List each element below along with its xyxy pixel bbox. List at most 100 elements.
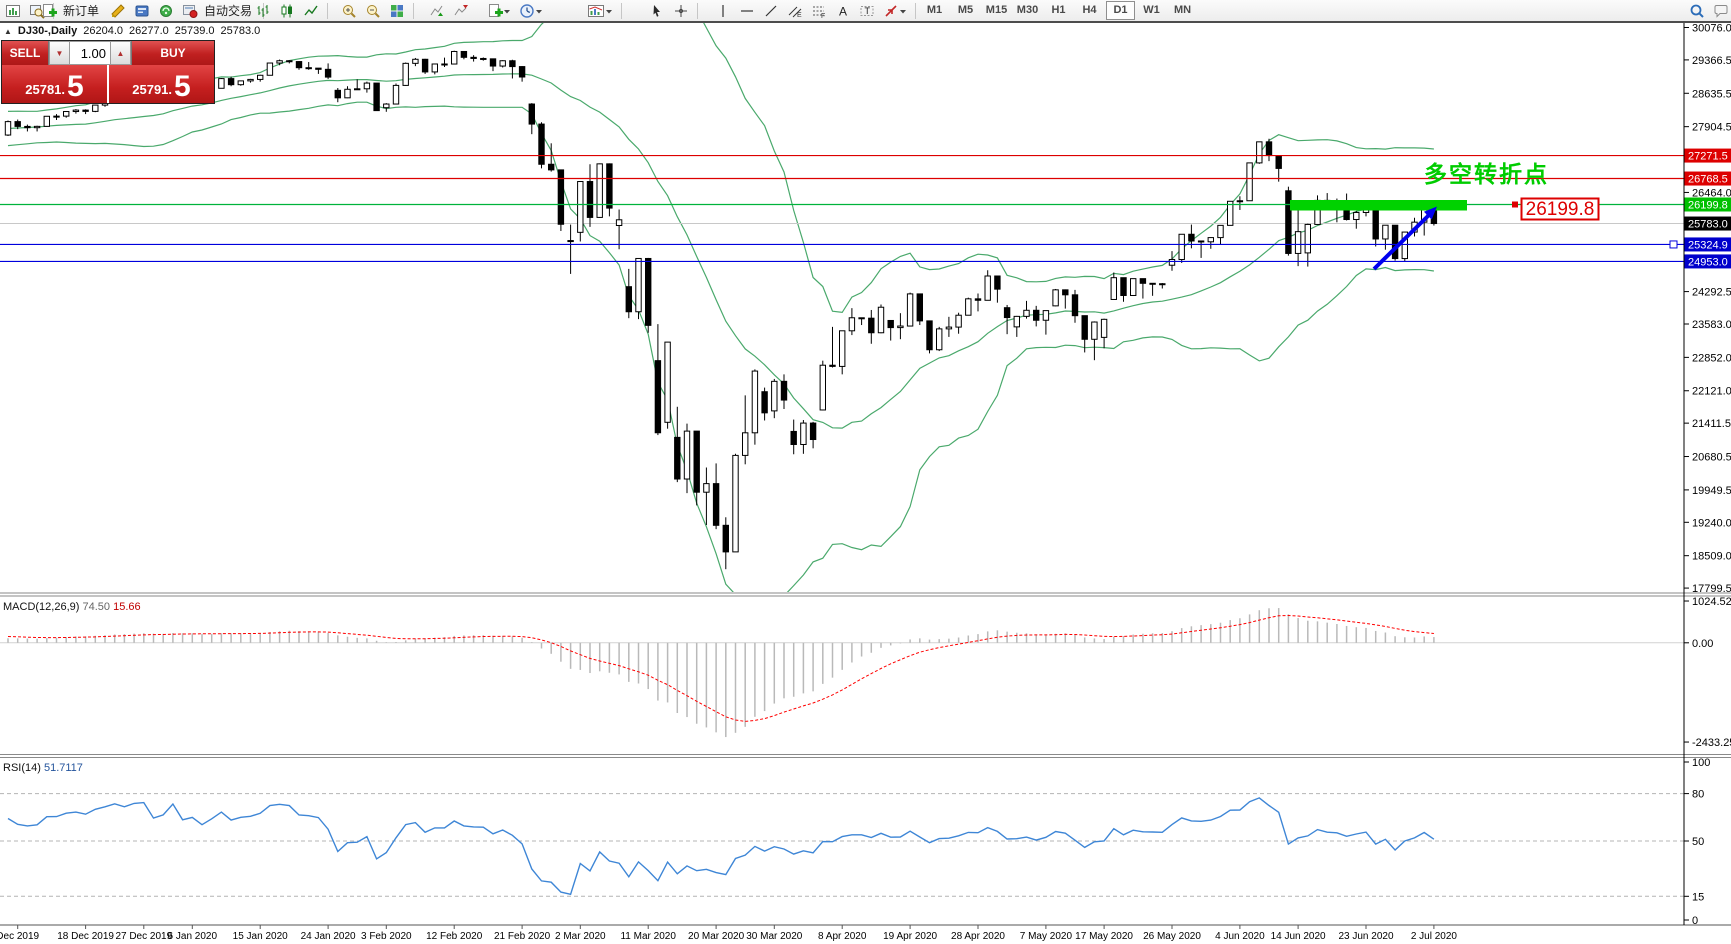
profiles-button[interactable] [26, 1, 48, 20]
window-divider [0, 21, 1731, 23]
search-button[interactable] [1686, 1, 1708, 20]
toolbar-group-new [484, 0, 546, 21]
svg-text:17799.5: 17799.5 [1692, 583, 1731, 595]
arrows-dropdown[interactable] [880, 1, 910, 20]
auto-scroll-button[interactable] [426, 1, 448, 20]
candlestick-chart-button[interactable] [276, 1, 298, 20]
svg-text:27904.5: 27904.5 [1692, 122, 1731, 134]
sell-price-button[interactable]: 25781. 5 [2, 65, 107, 103]
new-chart-dropdown[interactable] [484, 1, 514, 20]
vertical-line-button[interactable] [712, 1, 734, 20]
metaeditor-button[interactable] [107, 1, 129, 20]
svg-text:Dec 2019: Dec 2019 [0, 931, 40, 942]
new-chart-icon [489, 3, 503, 17]
line-chart-button[interactable] [300, 1, 322, 20]
new-order-label[interactable]: 新订单 [63, 4, 100, 18]
cursor-icon [653, 4, 660, 17]
search-icon [1690, 4, 1704, 18]
svg-text:19240.0: 19240.0 [1692, 517, 1731, 529]
metaeditor-icon [111, 3, 125, 18]
chart-shift-button[interactable] [450, 1, 472, 20]
chevron-down-icon [900, 9, 906, 13]
bar-chart-button[interactable] [252, 1, 274, 20]
chat-button[interactable] [1710, 1, 1731, 20]
timeframe-w1-button[interactable]: W1 [1143, 4, 1160, 16]
strategy-tester-icon [160, 4, 173, 17]
period-dropdown[interactable] [516, 1, 546, 20]
equidistant-channel-button[interactable]: E [784, 1, 806, 20]
auto-scroll-icon [430, 5, 443, 16]
text-label-button[interactable]: T [856, 1, 878, 20]
tile-windows-button[interactable] [386, 1, 408, 20]
charts-window-button[interactable] [2, 1, 24, 20]
collapse-icon[interactable]: ▲ [4, 26, 12, 36]
svg-text:29366.5: 29366.5 [1692, 55, 1731, 67]
timeframe-m30-button[interactable]: M30 [1016, 4, 1039, 16]
profiles-icon [30, 4, 45, 19]
timeframe-h4-button[interactable]: H4 [1082, 4, 1097, 16]
zoom-out-button[interactable] [362, 1, 384, 20]
rsi-line [7, 797, 1435, 896]
indicators-icon [588, 4, 604, 17]
svg-text:11 Mar 2020: 11 Mar 2020 [620, 931, 676, 942]
svg-text:0.00: 0.00 [1692, 638, 1713, 650]
svg-text:19949.5: 19949.5 [1692, 485, 1731, 497]
svg-text:14 Jun 2020: 14 Jun 2020 [1271, 931, 1326, 942]
fibonacci-button[interactable]: F [808, 1, 830, 20]
autotrading-button[interactable] [179, 1, 201, 20]
indicators-dropdown[interactable] [584, 1, 616, 20]
crosshair-icon [675, 4, 687, 17]
macd-signal-line [7, 614, 1434, 722]
bollinger-bands [7, 23, 1434, 592]
autotrading-label[interactable]: 自动交易 [204, 4, 253, 18]
macd-main-value: 74.50 [82, 601, 111, 613]
price-callout-box [1520, 197, 1600, 221]
line-chart-icon [304, 5, 318, 15]
tile-windows-icon [391, 4, 403, 17]
svg-text:26199.8: 26199.8 [1688, 200, 1728, 212]
terminal-button[interactable] [131, 1, 153, 20]
volume-decrement-button[interactable]: ▼ [49, 41, 70, 65]
zoom-in-button[interactable] [338, 1, 360, 20]
timeframe-m15-button[interactable]: M15 [985, 4, 1008, 16]
terminal-icon [135, 5, 149, 16]
svg-text:7 May 2020: 7 May 2020 [1020, 931, 1073, 942]
volume-increment-button[interactable]: ▲ [110, 41, 131, 65]
ohlc-low: 25739.0 [174, 25, 215, 37]
svg-text:23583.0: 23583.0 [1692, 319, 1731, 331]
trend-arrow-head [1423, 206, 1437, 220]
annotations[interactable]: 多空转折点 26199.8 [1290, 161, 1600, 271]
sell-button[interactable]: SELL [2, 41, 49, 65]
timeframe-m1-button[interactable]: M1 [926, 4, 943, 16]
support-bar-annotation [1290, 200, 1467, 211]
svg-text:22852.0: 22852.0 [1692, 352, 1731, 364]
timeframe-mn-button[interactable]: MN [1173, 4, 1192, 16]
timeframe-m5-button[interactable]: M5 [957, 4, 974, 16]
bar-chart-icon [257, 4, 269, 17]
timeframe-h1-button[interactable]: H1 [1051, 4, 1066, 16]
crosshair-button[interactable] [670, 1, 692, 20]
horizontal-line-button[interactable] [736, 1, 758, 20]
toolbar-group-right [1686, 0, 1731, 21]
timeframe-d1-button[interactable]: D1 [1106, 1, 1135, 20]
buy-price-button[interactable]: 25791. 5 [109, 65, 214, 103]
cursor-button[interactable] [646, 1, 668, 20]
volume-input[interactable]: 1.00 [70, 41, 110, 65]
strategy-tester-button[interactable] [155, 1, 177, 20]
svg-text:3 Feb 2020: 3 Feb 2020 [361, 931, 412, 942]
buy-button[interactable]: BUY [131, 41, 214, 65]
ohlc-open: 26204.0 [83, 25, 123, 37]
chart-shift-icon [454, 4, 468, 15]
svg-text:27271.5: 27271.5 [1688, 151, 1728, 163]
rsi-label: RSI(14) 51.7117 [3, 762, 83, 774]
chart-header: ▲ DJ30-,Daily 26204.0 26277.0 25739.0 25… [4, 25, 260, 37]
price-axis[interactable]: 30076.0 29366.5 28635.5 27904.5 26464.0 24292… [1683, 22, 1731, 927]
trendline-button[interactable] [760, 1, 782, 20]
main-pane [0, 23, 1684, 592]
svg-text:0: 0 [1692, 915, 1698, 927]
new-order-button[interactable] [38, 1, 60, 20]
text-button[interactable]: A [832, 1, 854, 20]
